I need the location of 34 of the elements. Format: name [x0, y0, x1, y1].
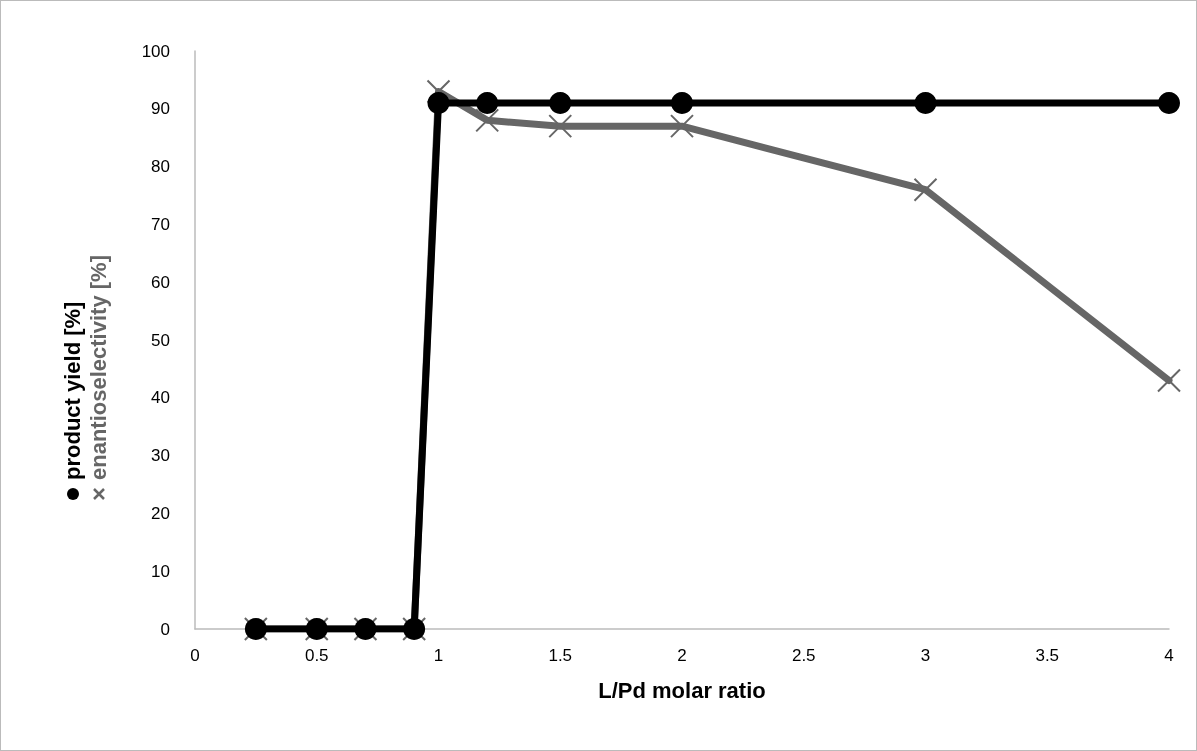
y-tick-label: 20 — [151, 503, 170, 523]
x-tick-label: 2.5 — [791, 646, 816, 665]
y-tick-label: 70 — [151, 214, 170, 234]
x-tick-label: 3 — [920, 646, 931, 665]
x-tick-label: 1.5 — [548, 646, 573, 665]
text: product yield [%] — [60, 301, 86, 480]
y-tick-label: 40 — [151, 388, 170, 408]
point — [476, 92, 499, 115]
point — [427, 92, 450, 115]
x-tick-label: 2 — [677, 646, 687, 665]
y-tick-label: 30 — [151, 446, 170, 466]
point — [914, 92, 937, 115]
point — [670, 114, 694, 139]
point — [549, 92, 572, 115]
x-axis-title: L/Pd molar ratio — [598, 677, 766, 703]
x-tick-label: 0 — [190, 646, 200, 665]
x-tick-label: 3.5 — [1035, 646, 1060, 665]
y-tick-label: 50 — [151, 330, 170, 350]
y-tick-label: 80 — [151, 157, 170, 177]
text: enantioselectivity [%] — [86, 255, 112, 480]
point — [1158, 92, 1180, 115]
point — [913, 177, 938, 202]
y-tick-label: 60 — [151, 272, 170, 292]
y-tick-label: 0 — [160, 619, 170, 639]
y-tick-label: 100 — [141, 41, 170, 61]
y-tick-label: 90 — [151, 99, 170, 119]
x-tick-label: 4 — [1164, 646, 1174, 665]
x-tick-label: 1 — [433, 646, 444, 665]
point — [1157, 368, 1181, 393]
point — [475, 108, 500, 133]
point — [548, 114, 573, 139]
point — [671, 92, 693, 115]
y-tick-label: 10 — [151, 561, 170, 581]
x-tick-label: 0.5 — [304, 646, 329, 665]
